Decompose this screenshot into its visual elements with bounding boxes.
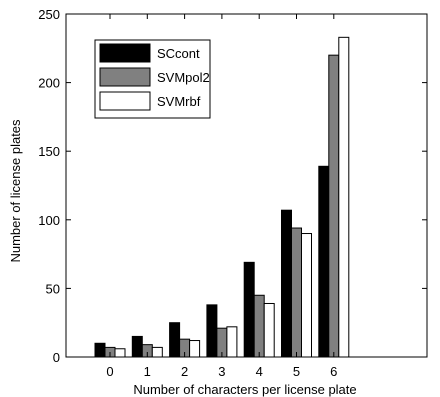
x-tick-label-1: 1 [144, 364, 151, 379]
legend-swatch-SCcont [99, 43, 151, 63]
bar-SCcont-5 [281, 209, 292, 358]
bar-SVMrbf-6 [338, 36, 350, 358]
legend: SCcont SVMpol2 SVMrbf [94, 39, 211, 119]
x-axis-label: Number of characters per license plate [133, 382, 356, 397]
y-tick-label-0: 0 [53, 350, 60, 365]
legend-label-SVMpol2: SVMpol2 [157, 70, 210, 85]
y-tick-label-150: 150 [38, 144, 60, 159]
x-tick-label-0: 0 [106, 364, 113, 379]
y-tick-label-200: 200 [38, 76, 60, 91]
x-tick-label-6: 6 [330, 364, 337, 379]
bar-SVMpol2-6 [328, 54, 340, 358]
bar-SCcont-4 [243, 261, 255, 358]
y-tick-label-100: 100 [38, 213, 60, 228]
axes-group: 0 50 100 150 200 250 0 1 2 3 4 5 6 [38, 7, 427, 379]
bar-SVMrbf-2 [189, 340, 201, 358]
y-axis-label: Number of license plates [8, 119, 23, 263]
legend-swatch-SVMrbf [99, 91, 151, 111]
x-tick-label-5: 5 [293, 364, 300, 379]
bar-SCcont-0 [94, 342, 106, 358]
bar-SVMrbf-0 [114, 348, 126, 358]
bar-SCcont-6 [318, 165, 330, 358]
bar-SVMrbf-5 [301, 233, 312, 358]
bars-group [94, 36, 350, 358]
bar-SVMrbf-4 [263, 302, 275, 358]
bar-SCcont-3 [206, 304, 218, 358]
x-tick-label-2: 2 [181, 364, 188, 379]
legend-swatch-SVMpol2 [99, 67, 151, 87]
bar-SCcont-1 [131, 335, 143, 358]
legend-label-SCcont: SCcont [157, 46, 200, 61]
y-tick-label-50: 50 [46, 281, 60, 296]
x-tick-label-4: 4 [256, 364, 263, 379]
y-tick-label-250: 250 [38, 7, 60, 22]
x-tick-label-3: 3 [218, 364, 225, 379]
bar-SVMpol2-5 [291, 227, 302, 358]
bar-SCcont-2 [169, 322, 181, 358]
bar-SVMrbf-1 [151, 346, 163, 358]
bar-SVMpol2-4 [253, 294, 265, 358]
bar-SVMrbf-3 [226, 326, 238, 358]
legend-label-SVMrbf: SVMrbf [157, 94, 201, 109]
